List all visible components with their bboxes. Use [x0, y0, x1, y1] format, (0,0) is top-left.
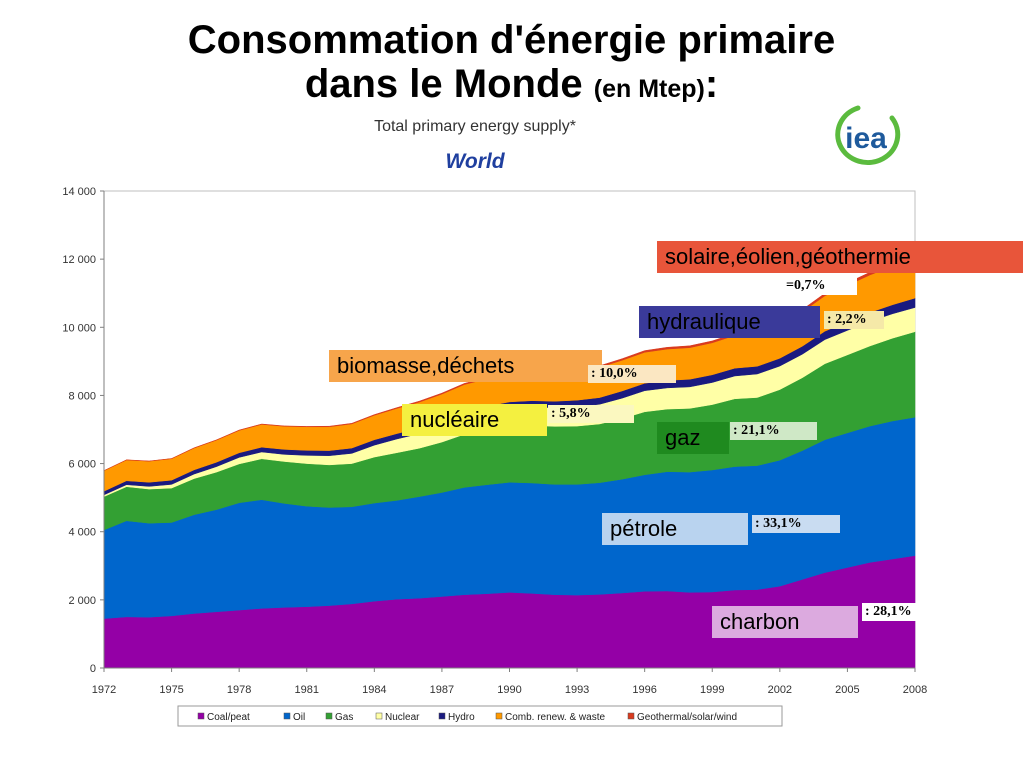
legend-box	[177, 705, 783, 727]
x-tick-label: 2002	[768, 684, 792, 696]
x-tick-label: 1981	[295, 684, 319, 696]
legend-label-gas: Gas	[335, 712, 353, 723]
legend-swatch-geo	[627, 712, 635, 720]
iea-logo-icon: iea	[835, 105, 901, 165]
annotation-label-gas: gaz	[657, 422, 729, 454]
y-tick-label: 8 000	[68, 390, 96, 402]
legend-swatch-renew	[495, 712, 503, 720]
x-tick-label: 1993	[565, 684, 589, 696]
x-tick-label: 1984	[362, 684, 386, 696]
annotation-label-renew: biomasse,déchets	[329, 350, 602, 382]
iea-logo-text: iea	[845, 122, 887, 155]
x-tick-label: 1975	[159, 684, 183, 696]
legend-swatch-hydro	[438, 712, 446, 720]
annotation-pct-coal: : 28,1%	[862, 603, 926, 621]
x-tick-label: 1990	[497, 684, 521, 696]
y-tick-label: 14 000	[62, 186, 96, 198]
y-tick-label: 2 000	[68, 595, 96, 607]
slide-title-line2: dans le Monde (en Mtep):	[0, 62, 1023, 111]
chart-subtitle: World	[445, 150, 505, 173]
x-tick-label: 2005	[835, 684, 859, 696]
annotation-pct-renew: : 10,0%	[588, 365, 676, 383]
slide-title-line1: Consommation d'énergie primaire	[187, 18, 836, 62]
x-tick-label: 2008	[903, 684, 927, 696]
legend-label-nuclear: Nuclear	[385, 712, 420, 723]
y-tick-label: 12 000	[62, 254, 96, 266]
x-tick-label: 1987	[430, 684, 454, 696]
legend-label-renew: Comb. renew. & waste	[505, 712, 605, 723]
y-tick-label: 6 000	[68, 459, 96, 471]
legend-label-oil: Oil	[293, 712, 305, 723]
legend-label-coal: Coal/peat	[207, 712, 250, 723]
annotation-label-oil: pétrole	[602, 513, 748, 545]
x-tick-label: 1996	[632, 684, 656, 696]
annotation-pct-nuclear: : 5,8%	[548, 405, 634, 423]
legend-swatch-gas	[325, 712, 333, 720]
slide-title-line2-text: dans le Monde	[304, 62, 583, 106]
legend-swatch-nuclear	[375, 712, 383, 720]
x-tick-label: 1999	[700, 684, 724, 696]
annotation-pct-oil: : 33,1%	[752, 515, 840, 533]
legend-swatch-oil	[283, 712, 291, 720]
annotation-pct-hydro: : 2,2%	[824, 311, 884, 329]
legend-label-geo: Geothermal/solar/wind	[637, 712, 737, 723]
y-tick-label: 0	[90, 663, 96, 675]
legend-label-hydro: Hydro	[448, 712, 475, 723]
annotation-label-nuclear: nucléaire	[402, 404, 547, 436]
slide-title: Consommation d'énergie primaire dans le …	[0, 18, 1023, 111]
slide-title-unit: (en Mtep)	[593, 75, 705, 103]
legend-swatch-coal	[197, 712, 205, 720]
chart-title: Total primary energy supply*	[374, 118, 576, 135]
annotation-pct-geo: =0,7%	[783, 277, 857, 295]
x-tick-label: 1972	[92, 684, 116, 696]
annotation-label-coal: charbon	[712, 606, 858, 638]
annotation-pct-gas: : 21,1%	[730, 422, 817, 440]
annotation-label-hydro: hydraulique	[639, 306, 820, 338]
y-tick-label: 4 000	[68, 527, 96, 539]
annotation-label-geo: solaire,éolien,géothermie	[657, 241, 1023, 273]
slide-title-colon: :	[704, 62, 719, 106]
x-tick-label: 1978	[227, 684, 251, 696]
y-tick-label: 10 000	[62, 322, 96, 334]
